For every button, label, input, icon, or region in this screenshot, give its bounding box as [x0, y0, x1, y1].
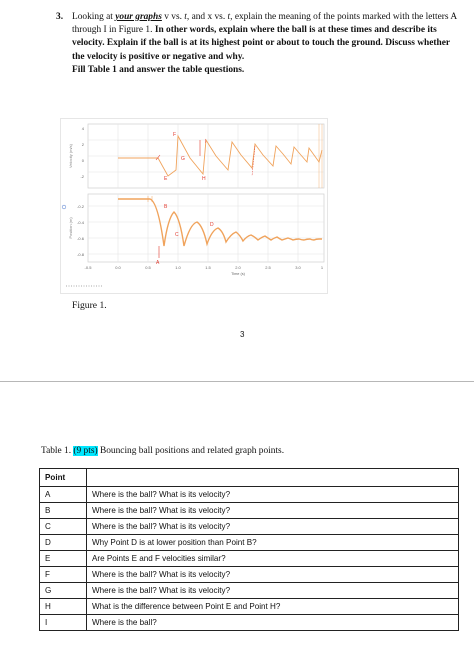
table-row: D Why Point D is at lower position than … [39, 534, 459, 551]
points-highlight: (9 pts) [73, 446, 98, 456]
table-title: Table 1. (9 pts) Bouncing ball positions… [41, 446, 284, 456]
point-label-c: C [175, 232, 179, 238]
table-row: F Where is the ball? What is its velocit… [39, 566, 459, 583]
question-cell[interactable]: Where is the ball? What is its velocity? [86, 518, 459, 535]
question-text-part: v vs. [161, 12, 185, 22]
header-blank [86, 468, 459, 487]
point-cell: C [39, 518, 87, 535]
x-tick: 1 [321, 265, 324, 270]
x-tick: 3.0 [295, 265, 301, 270]
figure-1: Velocity (m/s) 4 2 0 -2 F G E I H [60, 118, 328, 294]
point-label-d: D [210, 222, 214, 228]
pos-tick: -0.8 [77, 252, 85, 257]
question-cell[interactable]: What is the difference between Point E a… [86, 598, 459, 615]
position-curve [118, 198, 322, 247]
question-cell[interactable]: Where is the ball? What is its velocity? [86, 502, 459, 519]
table-row: G Where is the ball? What is its velocit… [39, 582, 459, 599]
figure-caption: Figure 1. [72, 300, 107, 311]
x-tick: -0.5 [85, 265, 93, 270]
point-label-e: E [164, 176, 168, 182]
question-cell[interactable]: Where is the ball? [86, 614, 459, 631]
table-row: I Where is the ball? [39, 614, 459, 631]
x-tick: 2.0 [235, 265, 241, 270]
table-title-suffix: Bouncing ball positions and related grap… [97, 446, 285, 456]
velocity-axis-label: Velocity (m/s) [68, 143, 73, 168]
point-cell: G [39, 582, 87, 599]
point-cell: E [39, 550, 87, 567]
point-cell: B [39, 502, 87, 519]
page-divider [0, 381, 474, 382]
question-3: 3. Looking at your graphs v vs. t, and x… [56, 11, 461, 77]
question-text-part: , and x vs. [186, 12, 228, 22]
time-axis: -0.5 0.0 0.5 1.0 1.5 2.0 2.5 3.0 1 Time … [85, 265, 324, 276]
question-text-part: , explain the meaning of the points mark… [72, 12, 457, 36]
question-cell[interactable]: Are Points E and F velocities similar? [86, 550, 459, 567]
time-axis-label: Time (s) [231, 272, 246, 276]
vel-tick: 2 [82, 142, 85, 147]
x-tick: 1.5 [205, 265, 211, 270]
question-text-part: Looking at [72, 12, 116, 22]
header-point: Point [39, 468, 87, 487]
position-graph: Position (m) -0.2 -0.4 -0.6 -0.8 B C D A [68, 193, 325, 266]
x-tick: 2.5 [265, 265, 271, 270]
pos-tick: -0.6 [77, 236, 85, 241]
point-cell: F [39, 566, 87, 583]
table-row: A Where is the ball? What is its velocit… [39, 486, 459, 503]
table-header-row: Point [39, 468, 459, 487]
variable-t: t [184, 12, 187, 22]
table-row: C Where is the ball? What is its velocit… [39, 518, 459, 535]
velocity-curve [118, 134, 323, 177]
vel-tick: 0 [82, 158, 85, 163]
point-label-i: I [205, 139, 206, 145]
question-cell[interactable]: Where is the ball? What is its velocity? [86, 582, 459, 599]
question-cell[interactable]: Why Point D is at lower position than Po… [86, 534, 459, 551]
point-cell: A [39, 486, 87, 503]
x-tick: 0.0 [115, 265, 121, 270]
table-row: E Are Points E and F velocities similar? [39, 550, 459, 567]
x-tick: 0.5 [145, 265, 151, 270]
point-label-a: A [156, 260, 160, 266]
table-title-prefix: Table 1. [41, 446, 74, 456]
point-label-g: G [181, 156, 185, 162]
point-label-h: H [202, 176, 206, 182]
pos-tick: -0.4 [77, 220, 85, 225]
position-axis-label: Position (m) [68, 217, 73, 239]
point-label-f: F [173, 132, 176, 138]
your-graphs-emphasis: your graphs [115, 12, 162, 22]
point-cell: D [39, 534, 87, 551]
variable-t: t [227, 12, 231, 22]
point-cell: H [39, 598, 87, 615]
question-cell[interactable]: Where is the ball? What is its velocity? [86, 486, 459, 503]
question-cell[interactable]: Where is the ball? What is its velocity? [86, 566, 459, 583]
table-row: H What is the difference between Point E… [39, 598, 459, 615]
table-1: Point A Where is the ball? What is its v… [39, 468, 459, 631]
question-text: Looking at your graphs v vs. t, and x vs… [72, 11, 461, 77]
page-number: 3 [240, 330, 245, 339]
point-label-b: B [164, 204, 168, 210]
x-tick: 1.0 [175, 265, 181, 270]
velocity-graph: Velocity (m/s) 4 2 0 -2 F G E I H [68, 123, 325, 189]
question-number: 3. [56, 12, 64, 22]
question-bold-instructions: In other words, explain where the ball i… [72, 25, 450, 62]
vel-tick: -2 [80, 174, 84, 179]
fill-table-instruction: Fill Table 1 and answer the table questi… [72, 64, 245, 75]
table-row: B Where is the ball? What is its velocit… [39, 502, 459, 519]
vel-tick: 4 [82, 126, 85, 131]
pos-tick: -0.2 [77, 204, 85, 209]
point-cell: I [39, 614, 87, 631]
